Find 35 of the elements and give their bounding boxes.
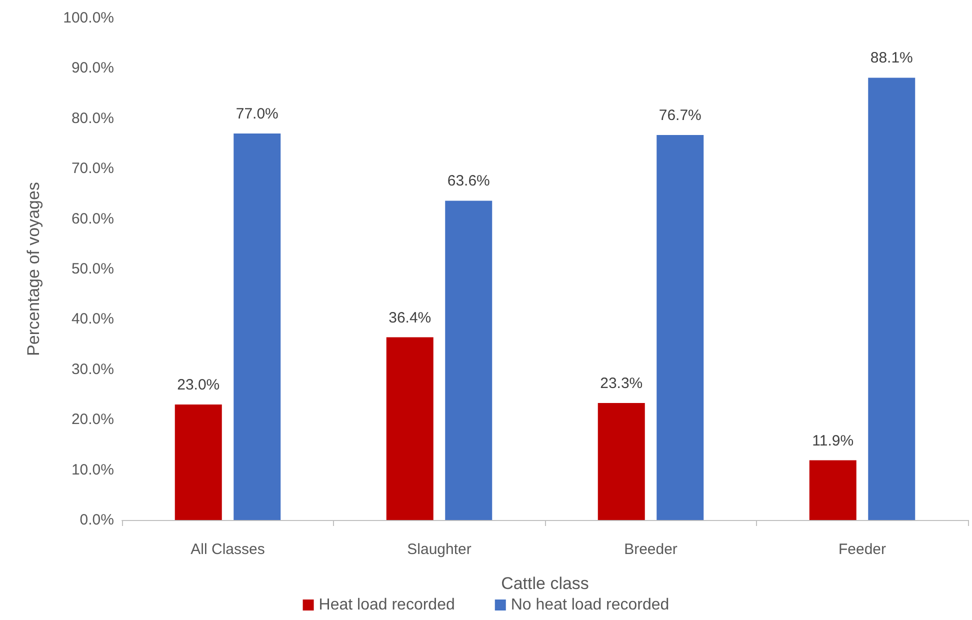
y-tick-label: 40.0% bbox=[71, 310, 114, 328]
data-label: 23.3% bbox=[600, 375, 643, 392]
legend-label: No heat load recorded bbox=[510, 596, 670, 614]
legend-label: Heat load recorded bbox=[318, 596, 455, 614]
bar bbox=[598, 403, 645, 520]
bar bbox=[445, 200, 492, 520]
data-label: 88.1% bbox=[870, 50, 913, 67]
bar bbox=[386, 337, 434, 520]
y-tick-label: 0.0% bbox=[80, 512, 114, 528]
y-tick-label: 20.0% bbox=[71, 411, 114, 428]
bar bbox=[174, 404, 222, 520]
y-tick-label: 60.0% bbox=[71, 210, 114, 228]
bar bbox=[234, 133, 281, 520]
bar bbox=[809, 460, 856, 520]
y-tick-label: 30.0% bbox=[71, 360, 114, 378]
x-tick-label: All Classes bbox=[190, 541, 265, 558]
y-tick-label: 50.0% bbox=[71, 260, 114, 278]
y-tick-label: 100.0% bbox=[63, 10, 114, 26]
y-tick-label: 10.0% bbox=[71, 461, 114, 478]
x-axis-title: Cattle class bbox=[501, 574, 589, 593]
x-tick-label: Slaughter bbox=[407, 541, 472, 558]
x-tick-label: Breeder bbox=[624, 541, 678, 558]
bar bbox=[656, 134, 704, 520]
data-label: 77.0% bbox=[236, 105, 278, 122]
data-label: 23.0% bbox=[177, 376, 220, 394]
data-label: 11.9% bbox=[812, 432, 854, 450]
data-label: 76.7% bbox=[658, 106, 702, 124]
bar bbox=[868, 78, 916, 520]
y-axis-title: Percentage of voyages bbox=[24, 182, 43, 356]
x-tick-label: Feeder bbox=[838, 541, 886, 558]
y-tick-label: 70.0% bbox=[71, 160, 114, 178]
data-label: 63.6% bbox=[447, 172, 490, 190]
data-label: 36.4% bbox=[388, 309, 432, 326]
y-tick-label: 80.0% bbox=[71, 110, 114, 127]
y-tick-label: 90.0% bbox=[71, 60, 114, 77]
